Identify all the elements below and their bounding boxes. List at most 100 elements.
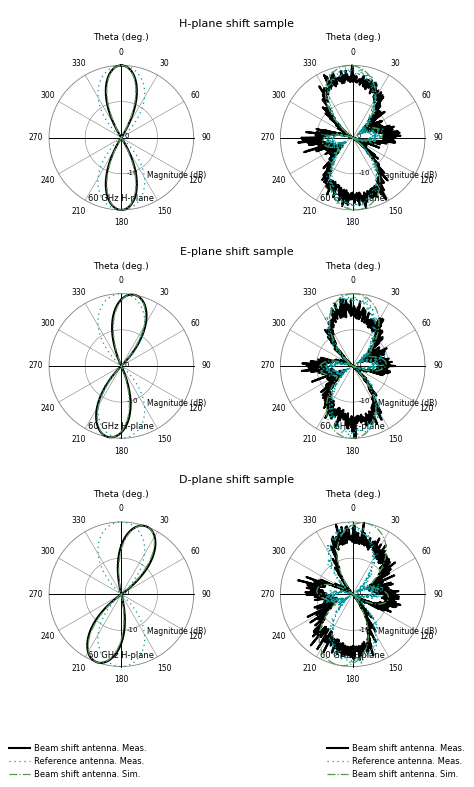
Text: 90: 90 — [202, 133, 211, 142]
Text: H-plane shift sample: H-plane shift sample — [180, 19, 294, 28]
Text: D-plane shift sample: D-plane shift sample — [180, 475, 294, 485]
Text: Magnitude (dB): Magnitude (dB) — [146, 171, 206, 179]
Text: 180: 180 — [346, 675, 360, 684]
Text: 150: 150 — [388, 435, 402, 445]
Text: 210: 210 — [72, 663, 86, 673]
Legend: Beam shift antenna. Meas., Reference antenna. Meas., Beam shift antenna. Sim.: Beam shift antenna. Meas., Reference ant… — [9, 744, 146, 779]
Text: 120: 120 — [419, 633, 434, 641]
Text: 330: 330 — [303, 516, 317, 525]
Text: 150: 150 — [388, 207, 402, 216]
Text: 150: 150 — [157, 435, 171, 445]
Text: 300: 300 — [40, 91, 55, 99]
Text: -10: -10 — [358, 398, 370, 405]
Text: 60: 60 — [422, 547, 431, 556]
Text: 330: 330 — [72, 516, 86, 525]
Text: 180: 180 — [114, 447, 128, 456]
Text: 180: 180 — [346, 447, 360, 456]
Text: 120: 120 — [188, 633, 202, 641]
Text: 0: 0 — [119, 504, 124, 513]
Text: Magnitude (dB): Magnitude (dB) — [146, 399, 206, 408]
Text: 210: 210 — [303, 435, 317, 445]
Text: 120: 120 — [188, 176, 202, 185]
Text: 0: 0 — [356, 589, 361, 596]
Text: 120: 120 — [419, 176, 434, 185]
Text: 90: 90 — [433, 361, 443, 371]
Text: 0: 0 — [125, 589, 129, 596]
Text: 0: 0 — [125, 133, 129, 139]
Text: Theta (deg.): Theta (deg.) — [325, 261, 381, 271]
Text: 60: 60 — [191, 547, 200, 556]
Text: 240: 240 — [272, 404, 286, 413]
Text: 300: 300 — [272, 547, 286, 556]
Text: 330: 330 — [72, 59, 86, 68]
Text: Theta (deg.): Theta (deg.) — [325, 490, 381, 499]
Text: -10: -10 — [358, 170, 370, 176]
Text: 0: 0 — [356, 133, 361, 139]
Text: 270: 270 — [29, 589, 43, 599]
Text: Magnitude (dB): Magnitude (dB) — [378, 171, 437, 179]
Text: 240: 240 — [272, 176, 286, 185]
Text: 30: 30 — [159, 516, 169, 525]
Text: 330: 330 — [303, 59, 317, 68]
Text: 60 GHz E-plane: 60 GHz E-plane — [320, 651, 385, 660]
Text: Magnitude (dB): Magnitude (dB) — [378, 627, 437, 637]
Text: 60: 60 — [191, 91, 200, 99]
Text: Magnitude (dB): Magnitude (dB) — [146, 627, 206, 637]
Text: 210: 210 — [303, 663, 317, 673]
Text: 0: 0 — [350, 504, 355, 513]
Text: 240: 240 — [40, 176, 55, 185]
Text: 270: 270 — [29, 133, 43, 142]
Text: 0: 0 — [119, 48, 124, 57]
Text: 240: 240 — [40, 633, 55, 641]
Text: 0: 0 — [350, 276, 355, 285]
Text: Theta (deg.): Theta (deg.) — [93, 490, 149, 499]
Text: 60 GHz H-plane: 60 GHz H-plane — [88, 651, 155, 660]
Text: 210: 210 — [72, 435, 86, 445]
Text: 150: 150 — [157, 207, 171, 216]
Text: 120: 120 — [188, 404, 202, 413]
Text: 0: 0 — [119, 276, 124, 285]
Text: 60 GHz E-plane: 60 GHz E-plane — [320, 194, 385, 203]
Text: Theta (deg.): Theta (deg.) — [93, 261, 149, 271]
Text: 60: 60 — [422, 91, 431, 99]
Text: 300: 300 — [40, 547, 55, 556]
Text: 60 GHz H-plane: 60 GHz H-plane — [88, 194, 155, 203]
Text: -10: -10 — [127, 170, 138, 176]
Text: -10: -10 — [127, 626, 138, 633]
Text: 270: 270 — [29, 361, 43, 371]
Text: 330: 330 — [303, 287, 317, 297]
Text: 240: 240 — [272, 633, 286, 641]
Text: 180: 180 — [114, 219, 128, 227]
Text: 90: 90 — [433, 133, 443, 142]
Text: 270: 270 — [260, 361, 274, 371]
Text: 120: 120 — [419, 404, 434, 413]
Text: 60 GHz H-plane: 60 GHz H-plane — [88, 423, 155, 431]
Text: 0: 0 — [356, 361, 361, 368]
Text: 30: 30 — [159, 287, 169, 297]
Text: 30: 30 — [391, 516, 400, 525]
Text: 150: 150 — [388, 663, 402, 673]
Text: 210: 210 — [303, 207, 317, 216]
Text: E-plane shift sample: E-plane shift sample — [180, 247, 294, 257]
Text: 0: 0 — [350, 48, 355, 57]
Text: Theta (deg.): Theta (deg.) — [93, 33, 149, 42]
Text: -10: -10 — [127, 398, 138, 405]
Text: 60 GHz E-plane: 60 GHz E-plane — [320, 423, 385, 431]
Legend: Beam shift antenna. Meas., Reference antenna. Meas., Beam shift antenna. Sim.: Beam shift antenna. Meas., Reference ant… — [328, 744, 465, 779]
Text: 60: 60 — [191, 319, 200, 328]
Text: Magnitude (dB): Magnitude (dB) — [378, 399, 437, 408]
Text: 180: 180 — [114, 675, 128, 684]
Text: 30: 30 — [391, 59, 400, 68]
Text: -10: -10 — [358, 626, 370, 633]
Text: 0: 0 — [125, 361, 129, 368]
Text: 330: 330 — [72, 287, 86, 297]
Text: 210: 210 — [72, 207, 86, 216]
Text: 180: 180 — [346, 219, 360, 227]
Text: 90: 90 — [433, 589, 443, 599]
Text: 270: 270 — [260, 133, 274, 142]
Text: 150: 150 — [157, 663, 171, 673]
Text: 300: 300 — [272, 319, 286, 328]
Text: 300: 300 — [40, 319, 55, 328]
Text: 60: 60 — [422, 319, 431, 328]
Text: 30: 30 — [391, 287, 400, 297]
